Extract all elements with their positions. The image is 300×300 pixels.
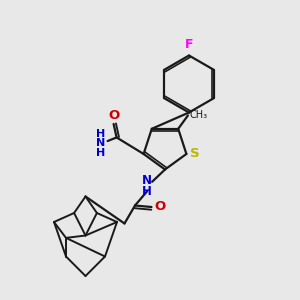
Text: H
N
H: H N H — [96, 129, 106, 158]
Text: CH₃: CH₃ — [189, 110, 207, 120]
Text: O: O — [154, 200, 166, 214]
Text: O: O — [108, 109, 119, 122]
Text: N
H: N H — [142, 174, 152, 198]
Text: F: F — [185, 38, 193, 51]
Text: S: S — [190, 148, 200, 160]
